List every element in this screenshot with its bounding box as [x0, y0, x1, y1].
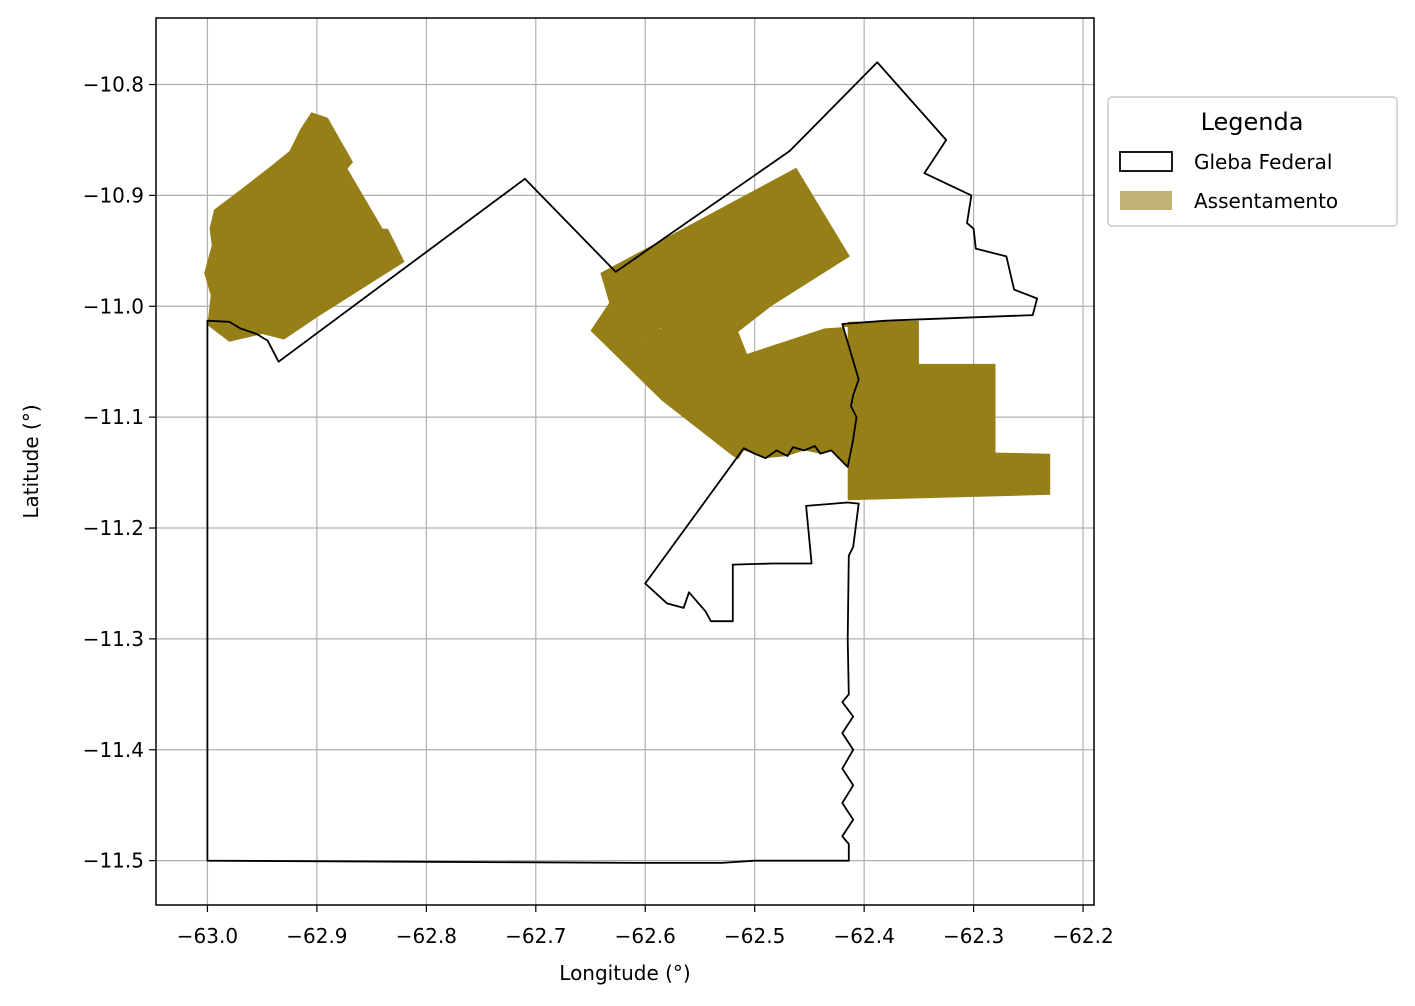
x-tick-label: −62.5 [724, 924, 785, 948]
assentamento-polygon [600, 273, 661, 351]
map-layers [204, 61, 1051, 864]
y-tick-label: −11.1 [83, 405, 144, 429]
y-tick-label: −10.9 [83, 183, 144, 207]
y-tick-label: −11.3 [83, 627, 144, 651]
x-tick-label: −62.9 [286, 924, 347, 948]
assentamento-polygon [847, 320, 1051, 501]
gleba-federal-polygon [206, 61, 1038, 864]
legend-swatch-gleba-federal [1119, 151, 1173, 172]
x-tick-label: −62.2 [1052, 924, 1113, 948]
y-tick-label: −10.8 [83, 73, 144, 97]
legend-box [1107, 96, 1398, 227]
y-tick-label: −11.5 [83, 849, 144, 873]
legend-title: Legenda [1201, 108, 1304, 136]
plot-frame [155, 17, 1095, 906]
x-tick-label: −62.4 [834, 924, 895, 948]
y-tick-label: −11.0 [83, 294, 144, 318]
axis-ticks: −63.0 −62.9 −62.8 −62.7 −62.6 −62.5 −62.4 −62.3… [83, 73, 1114, 948]
x-tick-label: −63.0 [177, 924, 238, 948]
x-tick-label: −62.8 [396, 924, 457, 948]
assentamento-polygon [204, 112, 405, 342]
y-axis-label: Latitude (°) [19, 404, 43, 518]
layer-assentamento [204, 112, 1051, 501]
x-tick-label: −62.3 [943, 924, 1004, 948]
legend: Legenda Gleba Federal Assentamento [1107, 96, 1398, 227]
legend-label-gleba-federal: Gleba Federal [1194, 150, 1332, 174]
y-tick-label: −11.4 [83, 738, 144, 762]
legend-swatch-assentamento [1120, 191, 1172, 210]
layer-gleba-federal [206, 61, 1038, 864]
x-axis-label: Longitude (°) [559, 961, 690, 985]
legend-label-assentamento: Assentamento [1194, 189, 1338, 213]
x-tick-label: −62.7 [505, 924, 566, 948]
y-tick-label: −11.2 [83, 516, 144, 540]
x-tick-label: −62.6 [615, 924, 676, 948]
